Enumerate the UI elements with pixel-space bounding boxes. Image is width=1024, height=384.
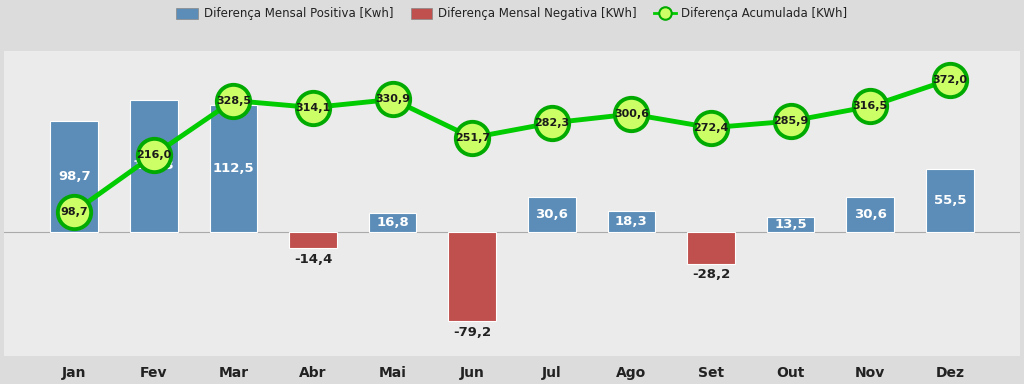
Bar (767, 217, 814, 232)
Text: 112,5: 112,5 (213, 162, 254, 175)
Legend: Diferença Mensal Positiva [Kwh], Diferença Mensal Negativa [KWh], Diferença Acum: Diferença Mensal Positiva [Kwh], Diferen… (172, 3, 852, 25)
Text: 282,3: 282,3 (535, 118, 569, 128)
Bar (369, 213, 417, 232)
Text: 372,0: 372,0 (932, 74, 968, 84)
Bar (449, 232, 496, 321)
Bar (130, 100, 178, 232)
Text: -28,2: -28,2 (692, 268, 730, 281)
Text: 13,5: 13,5 (774, 218, 807, 231)
Text: 316,5: 316,5 (853, 101, 888, 111)
Bar (687, 232, 735, 264)
Text: 251,7: 251,7 (455, 133, 489, 143)
Bar (528, 197, 575, 232)
Text: 98,7: 98,7 (58, 170, 90, 183)
Bar (210, 105, 257, 232)
Text: 30,6: 30,6 (536, 208, 568, 221)
Text: 117,3: 117,3 (133, 159, 175, 172)
Text: 30,6: 30,6 (854, 208, 887, 221)
Text: 216,0: 216,0 (136, 150, 171, 160)
Text: 55,5: 55,5 (934, 194, 966, 207)
Bar (50, 121, 98, 232)
Text: 16,8: 16,8 (376, 216, 409, 229)
Bar (289, 232, 337, 248)
Text: 330,9: 330,9 (375, 94, 410, 104)
Text: 314,1: 314,1 (295, 103, 331, 113)
Text: 272,4: 272,4 (693, 123, 729, 133)
Text: 98,7: 98,7 (60, 207, 88, 217)
Bar (846, 197, 894, 232)
Text: 18,3: 18,3 (615, 215, 648, 228)
Text: 285,9: 285,9 (773, 116, 808, 126)
Text: 328,5: 328,5 (216, 96, 251, 106)
Bar (926, 169, 974, 232)
Text: 300,6: 300,6 (614, 109, 649, 119)
Text: -79,2: -79,2 (454, 326, 492, 339)
Bar (607, 211, 655, 232)
Text: -14,4: -14,4 (294, 253, 332, 266)
